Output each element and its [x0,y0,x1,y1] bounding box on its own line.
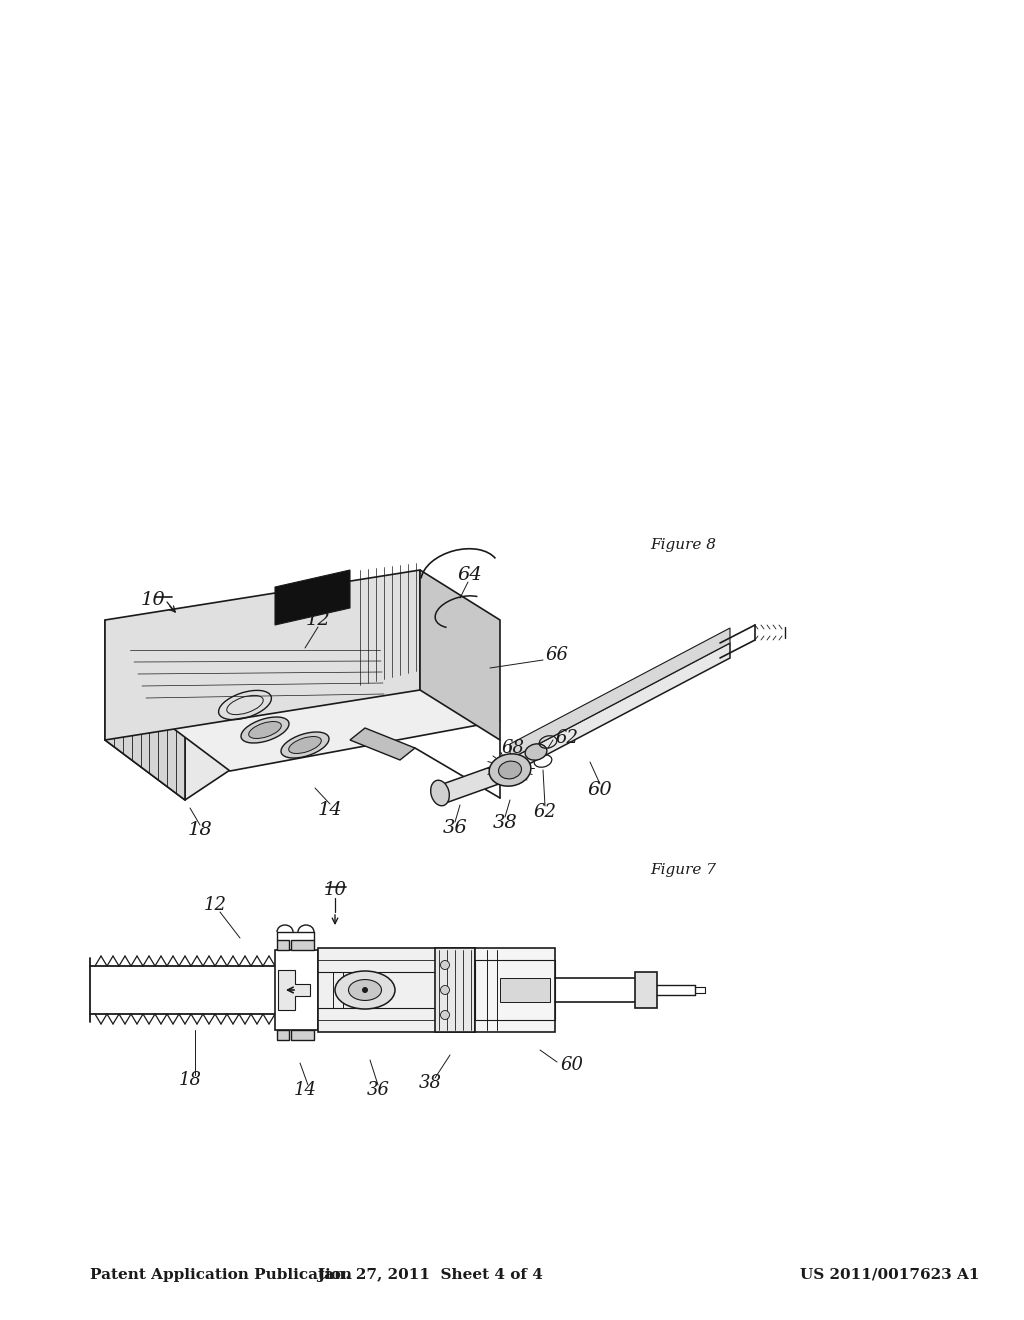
Text: 68: 68 [501,739,524,756]
Text: 10: 10 [140,591,165,609]
Text: 14: 14 [294,1081,316,1100]
Ellipse shape [335,972,395,1008]
Ellipse shape [431,780,450,805]
Ellipse shape [440,986,450,994]
Text: Figure 7: Figure 7 [650,863,716,876]
Polygon shape [278,1030,289,1040]
Polygon shape [350,729,415,760]
Text: 62: 62 [555,729,578,747]
Ellipse shape [440,1011,450,1019]
Polygon shape [440,760,510,805]
Ellipse shape [362,987,368,993]
Text: 12: 12 [204,896,226,913]
Ellipse shape [249,722,282,738]
Ellipse shape [289,737,322,754]
Text: 60: 60 [560,1056,583,1074]
Text: 10: 10 [324,880,346,899]
Text: Figure 8: Figure 8 [650,539,716,552]
Ellipse shape [525,744,547,760]
Ellipse shape [440,961,450,969]
Text: 36: 36 [442,818,467,837]
Polygon shape [475,948,555,1032]
Text: 38: 38 [419,1074,441,1092]
Text: 66: 66 [545,645,568,664]
Text: 18: 18 [187,821,212,840]
Polygon shape [420,570,500,741]
Polygon shape [291,940,314,950]
Ellipse shape [281,733,329,758]
Polygon shape [291,1030,314,1040]
Text: 18: 18 [178,1071,202,1089]
Ellipse shape [348,979,382,1001]
Text: Patent Application Publication: Patent Application Publication [90,1269,352,1282]
Text: 64: 64 [458,566,482,583]
Ellipse shape [241,717,289,743]
Polygon shape [150,661,500,771]
Polygon shape [278,970,310,1010]
Text: 36: 36 [367,1081,389,1100]
Polygon shape [500,978,550,1002]
Text: Jan. 27, 2011  Sheet 4 of 4: Jan. 27, 2011 Sheet 4 of 4 [317,1269,543,1282]
Polygon shape [435,948,475,1032]
Ellipse shape [499,762,521,779]
Polygon shape [510,628,730,759]
Polygon shape [105,710,230,800]
Text: US 2011/0017623 A1: US 2011/0017623 A1 [800,1269,980,1282]
Polygon shape [275,570,350,624]
Polygon shape [275,950,318,1030]
Polygon shape [105,620,185,800]
Text: 14: 14 [317,801,342,818]
Text: 60: 60 [588,781,612,799]
Polygon shape [278,940,289,950]
Text: 12: 12 [305,611,331,630]
Text: 62: 62 [534,803,556,821]
Polygon shape [635,972,657,1008]
Text: 38: 38 [493,814,517,832]
Polygon shape [105,570,420,741]
Ellipse shape [489,754,530,787]
Polygon shape [510,643,730,774]
Polygon shape [318,948,475,1032]
